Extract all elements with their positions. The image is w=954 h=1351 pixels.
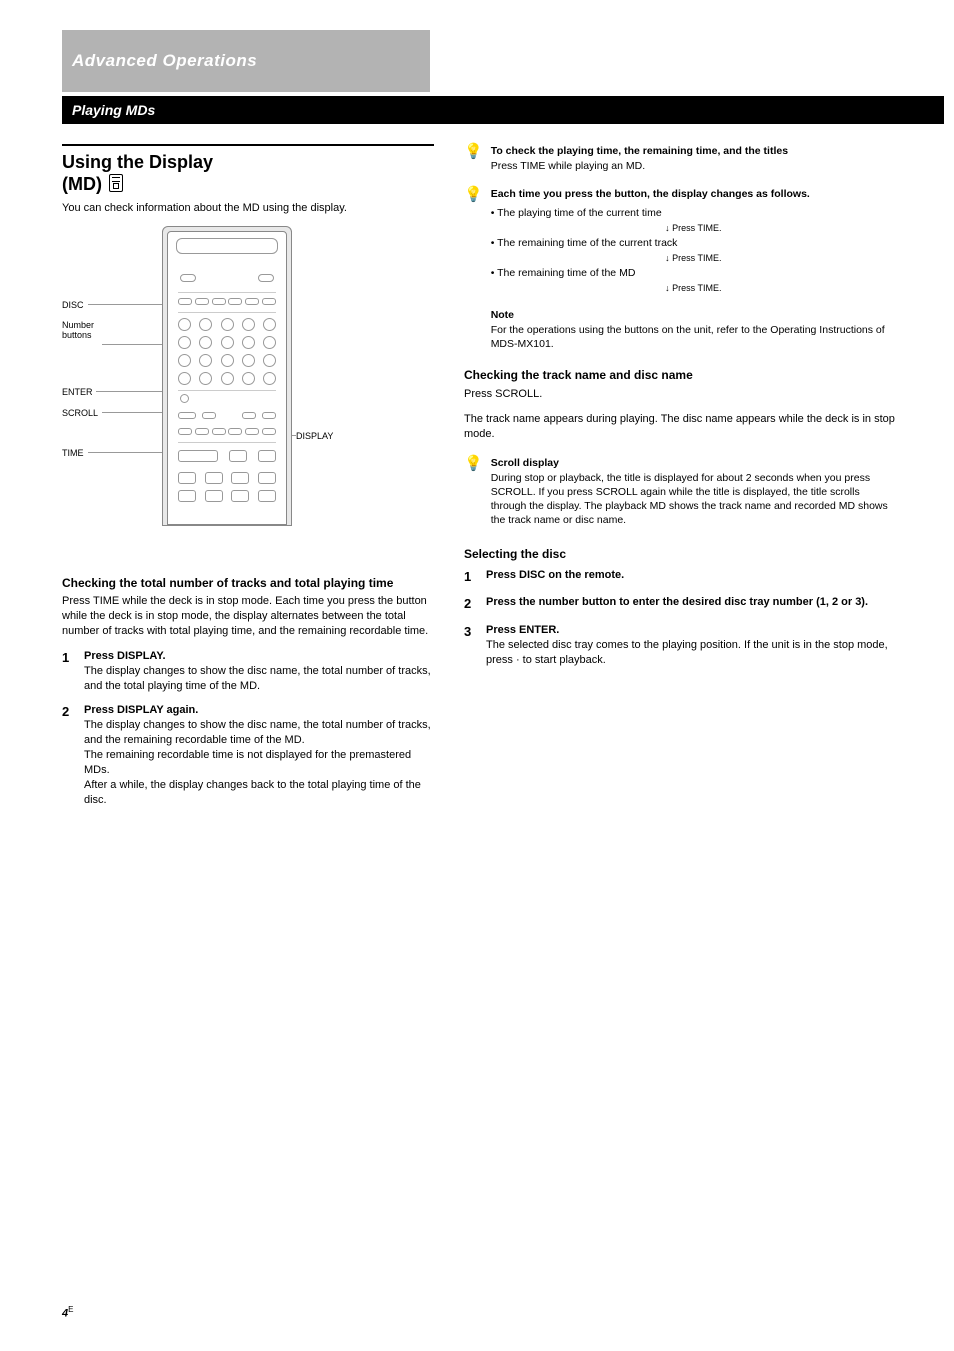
r-step-3: 3 Press ENTER. The selected disc tray co… <box>464 623 896 668</box>
section-header-text: Advanced Operations <box>72 50 257 73</box>
subhead-check-total: Checking the total number of tracks and … <box>62 576 434 590</box>
black-strip-text: Playing MDs <box>72 101 155 120</box>
step-2-body3: After a while, the display changes back … <box>84 779 421 806</box>
step-2-head: Press DISPLAY again. <box>84 704 198 716</box>
r-step-1: 1 Press DISC on the remote. <box>464 568 896 586</box>
label-number: Numberbuttons <box>62 321 94 341</box>
tip-2-l2: • The remaining time of the current trac… <box>491 236 896 250</box>
step-2-body2: The remaining recordable time is not dis… <box>84 749 411 776</box>
page-title: Using the Display (MD) <box>62 152 434 195</box>
lightbulb-icon: 💡 <box>464 144 483 173</box>
label-disc: DISC <box>62 299 84 311</box>
section-header-grey: Advanced Operations <box>62 30 430 92</box>
title-line1: Using the Display <box>62 152 213 172</box>
check-name-p2: The track name appears during playing. T… <box>464 412 896 442</box>
tip-2-note-h: Note <box>491 308 896 322</box>
check-name-p1: Press SCROLL. <box>464 387 896 402</box>
step-num: 1 <box>62 649 74 694</box>
step-1: 1 Press DISPLAY. The display changes to … <box>62 649 434 694</box>
section-header-black: Playing MDs <box>62 96 944 124</box>
label-scroll: SCROLL <box>62 407 98 419</box>
divider <box>62 144 434 146</box>
r-step-2-h: Press the number button to enter the des… <box>486 596 868 608</box>
subhead-check-name: Checking the track name and disc name <box>464 367 896 383</box>
tip-1-body: Press TIME while playing an MD. <box>491 159 896 173</box>
label-time: TIME <box>62 447 84 459</box>
label-display: DISPLAY <box>296 430 333 442</box>
tip-3: 💡 Scroll display During stop or playback… <box>464 456 896 528</box>
step-2: 2 Press DISPLAY again. The display chang… <box>62 703 434 807</box>
title-line2: (MD) <box>62 174 102 194</box>
remote-icon <box>109 174 123 192</box>
tip-1: 💡 To check the playing time, the remaini… <box>464 144 896 173</box>
step-num: 2 <box>62 703 74 807</box>
subhead-select-disc: Selecting the disc <box>464 546 896 562</box>
tip-3-body: During stop or playback, the title is di… <box>491 471 896 528</box>
page-number: 4E <box>62 1305 73 1322</box>
intro-paragraph: You can check information about the MD u… <box>62 201 434 216</box>
r-step-3-p: The selected disc tray comes to the play… <box>486 639 888 666</box>
tip-1-title: To check the playing time, the remaining… <box>491 144 896 158</box>
label-enter: ENTER <box>62 386 93 398</box>
tip-2-l1: • The playing time of the current time <box>491 206 896 220</box>
r-step-3-h: Press ENTER. <box>486 624 559 636</box>
tip-2: 💡 Each time you press the button, the di… <box>464 187 896 351</box>
check-total-para: Press TIME while the deck is in stop mod… <box>62 594 434 639</box>
step-1-head: Press DISPLAY. <box>84 650 166 662</box>
remote-diagram: DISC Numberbuttons ENTER SCROLL TIME DIS… <box>62 226 434 556</box>
r-step-1-h: Press DISC on the remote. <box>486 569 624 581</box>
lightbulb-icon: 💡 <box>464 456 483 528</box>
step-2-body: The display changes to show the disc nam… <box>84 719 431 746</box>
tip-3-title: Scroll display <box>491 456 896 470</box>
tip-2-note-p: For the operations using the buttons on … <box>491 323 896 351</box>
tip-2-l3: • The remaining time of the MD <box>491 266 896 280</box>
tip-2-title: Each time you press the button, the disp… <box>491 187 896 201</box>
lightbulb-icon: 💡 <box>464 187 483 351</box>
step-1-body: The display changes to show the disc nam… <box>84 665 431 692</box>
r-step-2: 2 Press the number button to enter the d… <box>464 595 896 613</box>
